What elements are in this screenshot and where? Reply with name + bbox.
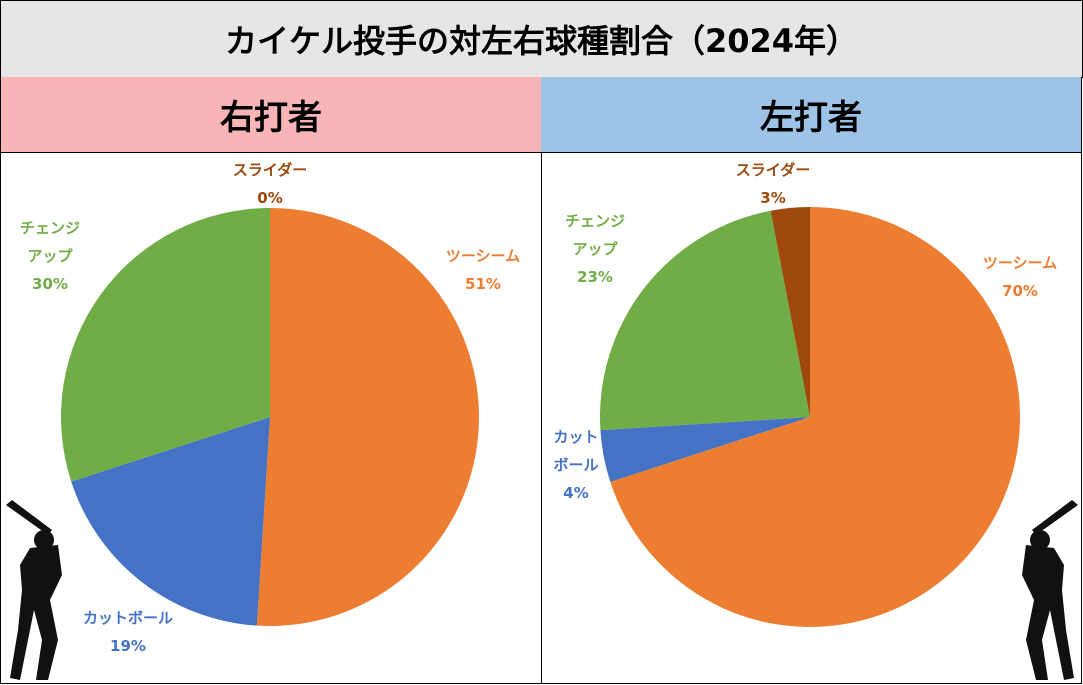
panel xyxy=(0,153,542,684)
value-label: 0% xyxy=(257,189,283,207)
data-label: ツーシーム 70% xyxy=(975,249,1065,305)
data-label: スライダー 0% xyxy=(220,156,320,212)
category-label: スライダー xyxy=(232,161,308,179)
data-label: チェンジアップ 30% xyxy=(18,214,82,298)
panel-title: 右打者 xyxy=(0,77,542,153)
pie-slice xyxy=(71,417,270,626)
value-label: 4% xyxy=(563,484,589,502)
category-label: カットボール xyxy=(553,428,599,474)
batter-icon xyxy=(6,500,62,680)
value-label: 30% xyxy=(32,275,68,293)
panel xyxy=(541,153,1082,684)
pie-slice xyxy=(600,417,810,482)
category-label: スライダー xyxy=(735,161,811,179)
category-label: カットボール xyxy=(82,609,173,627)
pie-slice xyxy=(60,207,271,482)
pie-slice xyxy=(610,207,1020,627)
category-label: チェンジアップ xyxy=(564,212,625,258)
value-label: 19% xyxy=(110,637,146,655)
data-label: カットボール 4% xyxy=(552,423,600,507)
value-label: 3% xyxy=(760,189,786,207)
category-label: チェンジアップ xyxy=(19,219,80,265)
value-label: 23% xyxy=(577,268,613,286)
pie-slice xyxy=(770,207,810,417)
value-label: 70% xyxy=(1002,282,1038,300)
data-label: スライダー 3% xyxy=(723,156,823,212)
value-label: 51% xyxy=(465,275,501,293)
data-label: チェンジアップ 23% xyxy=(563,207,627,291)
data-label: カットボール 19% xyxy=(58,604,198,660)
pie-slice xyxy=(256,208,480,626)
category-label: ツーシーム xyxy=(445,247,521,265)
batter-icon xyxy=(1022,500,1078,680)
category-label: ツーシーム xyxy=(982,254,1058,272)
pie-slice xyxy=(599,210,810,431)
panel-title: 左打者 xyxy=(541,77,1082,153)
data-label: ツーシーム 51% xyxy=(438,242,528,298)
page-title: カイケル投手の対左右球種割合（2024年） xyxy=(0,0,1083,78)
